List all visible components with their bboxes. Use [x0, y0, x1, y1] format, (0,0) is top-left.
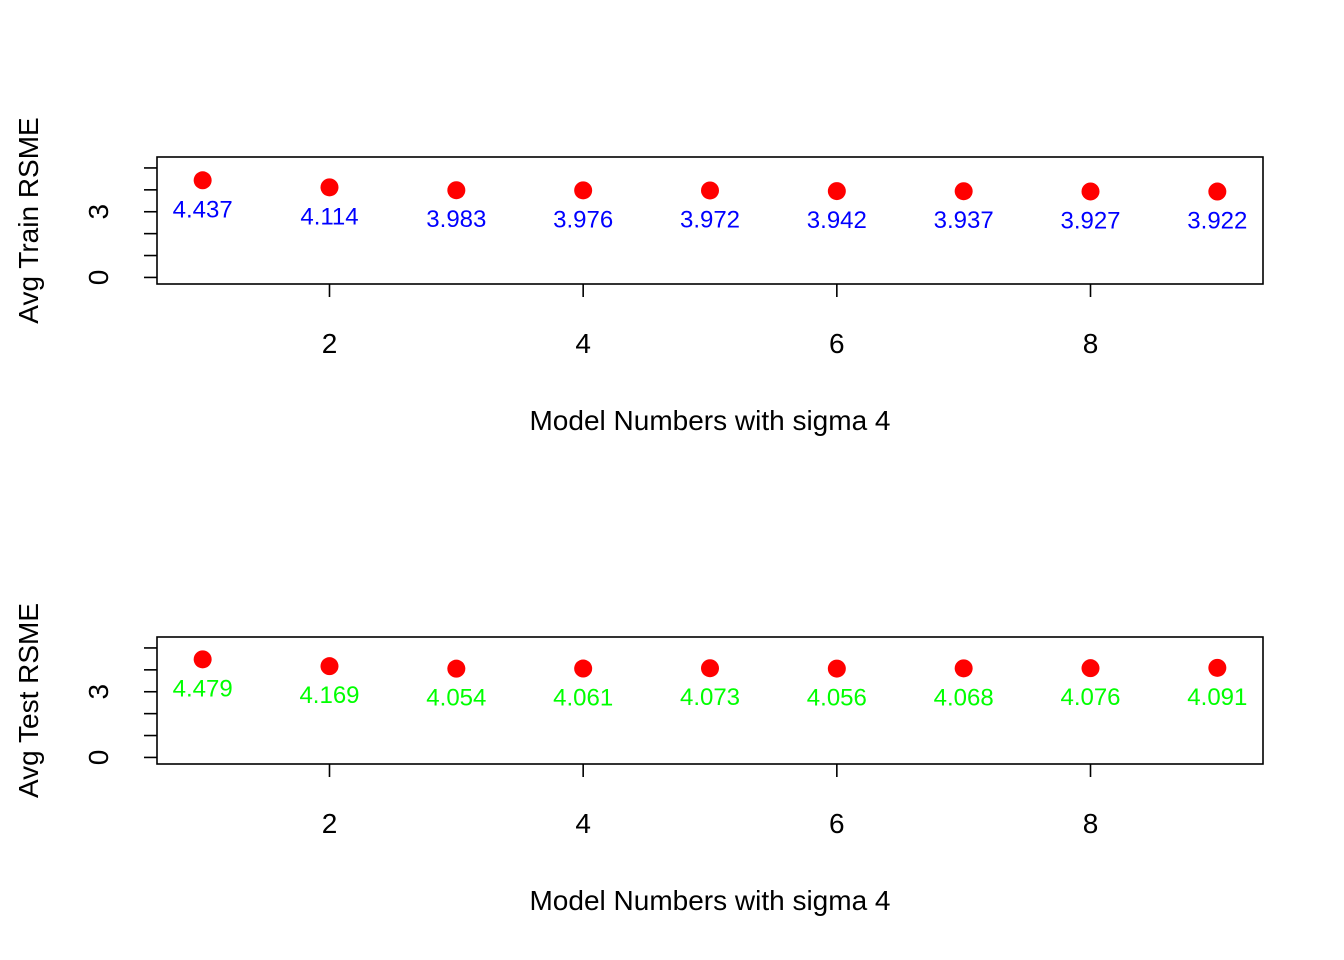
train-data-point	[1208, 182, 1227, 201]
test-rmse-panel: 2 4 6 8 0 3 Model Numbers with sigma 4 Avg Test…	[13, 603, 1264, 916]
test-x-tick-label: 8	[1083, 808, 1099, 839]
train-data-label: 4.114	[300, 203, 358, 230]
train-data-point	[1081, 182, 1100, 201]
train-x-tick-label: 4	[575, 328, 591, 359]
test-plot-frame	[156, 636, 1264, 765]
test-data-label: 4.479	[173, 675, 233, 702]
test-data-label: 4.056	[807, 685, 867, 712]
train-y-tick-label: 3	[83, 204, 114, 220]
test-data-label: 4.054	[426, 685, 486, 712]
test-data-point	[574, 659, 593, 678]
train-y-axis-title: Avg Train RSME	[13, 117, 44, 323]
test-x-axis-title: Model Numbers with sigma 4	[529, 885, 890, 916]
train-x-tick-label: 8	[1083, 328, 1099, 359]
test-data-label: 4.068	[934, 684, 994, 711]
test-y-axis-title: Avg Test RSME	[13, 603, 44, 798]
test-data-point	[320, 657, 339, 676]
train-data-label: 3.922	[1187, 208, 1247, 235]
test-x-tick-label: 6	[829, 808, 845, 839]
train-data-point	[193, 171, 212, 190]
test-data-point	[1208, 658, 1227, 677]
train-data-label: 3.972	[680, 206, 740, 233]
train-rmse-panel: 2 4 6 8 0 3 Model Numbers with sigma 4 Avg Trai…	[13, 117, 1264, 436]
test-data-label: 4.061	[553, 685, 613, 712]
train-data-label: 3.942	[807, 207, 867, 234]
test-y-tick-label: 0	[83, 750, 114, 766]
train-data-label: 3.976	[553, 206, 613, 233]
train-data-point	[447, 181, 466, 200]
train-data-point	[954, 182, 973, 201]
test-data-label: 4.091	[1187, 684, 1247, 711]
test-data-point	[1081, 659, 1100, 678]
test-y-tick-label: 3	[83, 684, 114, 700]
test-data-label: 4.076	[1060, 684, 1120, 711]
test-data-label: 4.073	[680, 684, 740, 711]
train-data-label: 3.937	[934, 207, 994, 234]
test-data-point	[701, 659, 719, 678]
train-x-axis-title: Model Numbers with sigma 4	[529, 405, 890, 436]
train-data-label: 3.983	[426, 206, 486, 233]
train-plot-frame	[156, 156, 1264, 285]
test-data-label: 4.169	[299, 682, 359, 709]
test-data-point	[447, 659, 466, 678]
train-x-tick-label: 6	[829, 328, 845, 359]
train-data-label: 3.927	[1060, 207, 1120, 234]
test-data-point	[954, 659, 973, 678]
train-x-tick-label: 2	[322, 328, 338, 359]
train-data-point	[701, 181, 719, 200]
test-x-tick-label: 4	[575, 808, 591, 839]
test-data-point	[193, 650, 212, 669]
train-data-point	[574, 181, 593, 200]
train-data-point	[320, 178, 339, 197]
train-data-label: 4.437	[173, 196, 233, 223]
train-data-point	[827, 182, 846, 201]
test-x-tick-label: 2	[322, 808, 338, 839]
test-data-point	[827, 659, 846, 678]
train-y-tick-label: 0	[83, 270, 114, 286]
